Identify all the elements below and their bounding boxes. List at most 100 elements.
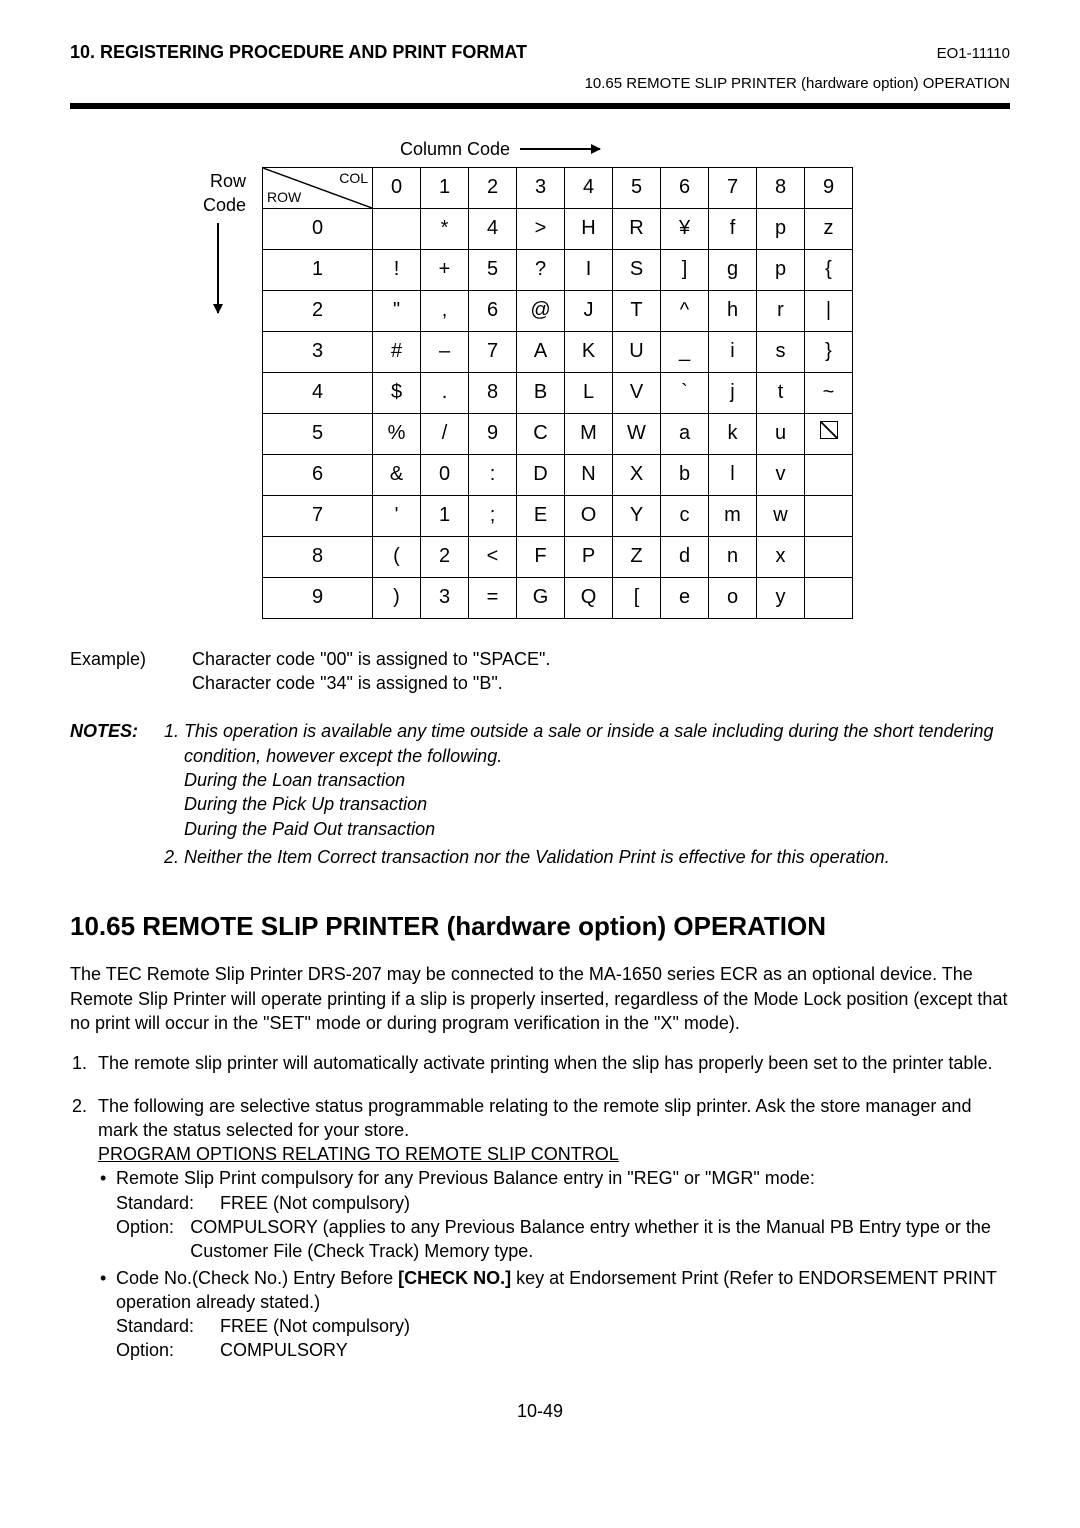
header-sub: 10.65 REMOTE SLIP PRINTER (hardware opti… [70,74,1010,94]
table-cell: L [565,372,613,413]
table-cell: y [757,577,805,618]
column-code-label: Column Code [400,137,1010,161]
row-header: 8 [263,536,373,577]
table-cell: ; [469,495,517,536]
table-cell: E [517,495,565,536]
table-cell: R [613,208,661,249]
table-cell: t [757,372,805,413]
table-cell: i [709,331,757,372]
table-cell: $ [373,372,421,413]
table-cell [805,536,853,577]
table-cell: F [517,536,565,577]
table-cell: H [565,208,613,249]
table-cell: T [613,290,661,331]
table-cell: N [565,454,613,495]
table-cell: ~ [805,372,853,413]
example-label: Example) [70,647,160,696]
table-cell: < [469,536,517,577]
col-header: 2 [469,167,517,208]
row-header: 2 [263,290,373,331]
table-cell: K [565,331,613,372]
table-cell: 1 [421,495,469,536]
table-cell: f [709,208,757,249]
col-header: 9 [805,167,853,208]
arrow-down-icon [217,223,219,313]
table-cell: D [517,454,565,495]
table-cell: u [757,413,805,454]
table-cell: , [421,290,469,331]
row-code-text-1: Row [190,169,246,193]
table-cell: l [709,454,757,495]
table-cell: : [469,454,517,495]
table-cell: 2 [421,536,469,577]
table-cell: Q [565,577,613,618]
table-cell: O [565,495,613,536]
b2-opt-v: COMPULSORY [220,1338,348,1362]
note-1d: During the Paid Out transaction [184,817,1010,841]
table-cell: w [757,495,805,536]
row-header: 9 [263,577,373,618]
col-header: 7 [709,167,757,208]
table-cell: { [805,249,853,290]
b2-line1: Code No.(Check No.) Entry Before [CHECK … [116,1266,1010,1315]
b1-line1: Remote Slip Print compulsory for any Pre… [116,1166,1010,1190]
table-cell [805,495,853,536]
table-cell: ] [661,249,709,290]
table-cell: M [565,413,613,454]
table-cell: g [709,249,757,290]
notes-body: This operation is available any time out… [160,719,1010,873]
table-cell: ) [373,577,421,618]
table-cell: s [757,331,805,372]
table-cell: 3 [421,577,469,618]
li2-text-b: PROGRAM OPTIONS RELATING TO REMOTE SLIP … [98,1142,1010,1166]
table-cell: 7 [469,331,517,372]
table-cell: b [661,454,709,495]
table-cell: r [757,290,805,331]
list-item-1: The remote slip printer will automatical… [92,1051,1010,1075]
table-cell: } [805,331,853,372]
row-code-text-2: Code [190,193,246,217]
table-cell: c [661,495,709,536]
table-cell: k [709,413,757,454]
example-line-1: Character code "00" is assigned to "SPAC… [192,647,550,671]
example-body: Character code "00" is assigned to "SPAC… [192,647,550,696]
table-cell [805,577,853,618]
col-header: 8 [757,167,805,208]
notes-block: NOTES: This operation is available any t… [70,719,1010,873]
numbered-list: The remote slip printer will automatical… [70,1051,1010,1363]
header-left: 10. REGISTERING PROCEDURE AND PRINT FORM… [70,40,527,64]
table-cell: – [421,331,469,372]
arrow-right-icon [520,148,600,150]
li2-text-a: The following are selective status progr… [98,1094,1010,1143]
row-header: 6 [263,454,373,495]
col-header: 5 [613,167,661,208]
table-cell: | [805,290,853,331]
table-cell: o [709,577,757,618]
table-cell: ! [373,249,421,290]
table-cell: 0 [421,454,469,495]
note-1c: During the Pick Up transaction [184,792,1010,816]
note-1a: This operation is available any time out… [184,719,1010,768]
table-cell: + [421,249,469,290]
table-cell: . [421,372,469,413]
table-cell [805,454,853,495]
b1-std-v: FREE (Not compulsory) [220,1191,410,1215]
table-cell: e [661,577,709,618]
table-cell [373,208,421,249]
table-cell: [ [613,577,661,618]
table-cell: ^ [661,290,709,331]
table-cell: Y [613,495,661,536]
b2-opt-k: Option: [116,1338,220,1362]
char-code-table: COLROW01234567890*4>HR¥fpz1!+5?IS]gp{2",… [262,167,853,619]
table-cell: V [613,372,661,413]
table-cell: @ [517,290,565,331]
table-cell: 4 [469,208,517,249]
column-code-text: Column Code [400,137,510,161]
example-line-2: Character code "34" is assigned to "B". [192,671,550,695]
section-intro: The TEC Remote Slip Printer DRS-207 may … [70,962,1010,1035]
table-cell: _ [661,331,709,372]
table-cell: p [757,208,805,249]
table-cell: A [517,331,565,372]
table-cell: / [421,413,469,454]
note-2: Neither the Item Correct transaction nor… [184,845,1010,869]
